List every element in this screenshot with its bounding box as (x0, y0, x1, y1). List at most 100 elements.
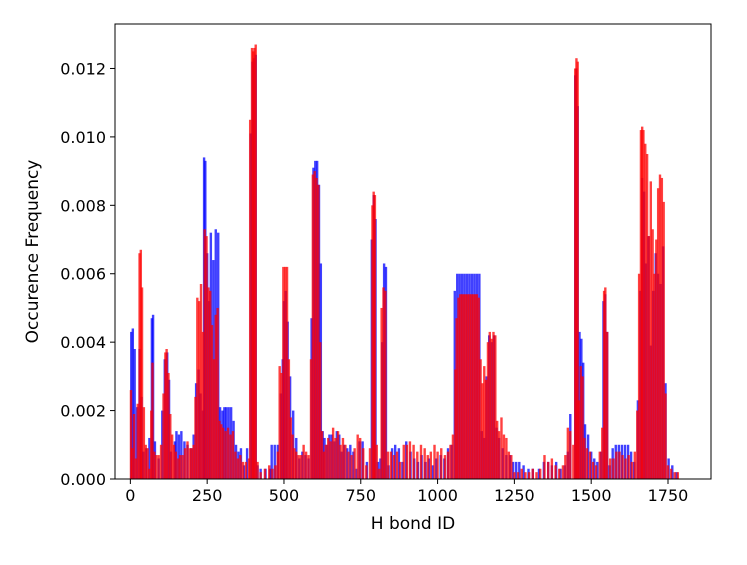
bar-series-1-121 (389, 451, 393, 479)
bar-series-0-59 (273, 444, 276, 479)
chart-marks (129, 44, 680, 480)
bar-series-1-73 (280, 372, 283, 479)
bar-series-1-89 (313, 171, 316, 480)
bar-series-1-208 (618, 451, 621, 479)
bar-series-1-187 (569, 431, 572, 479)
bar-series-1-228 (660, 177, 664, 479)
x-axis-label: H bond ID (371, 514, 455, 534)
bar-series-1-112 (371, 205, 374, 479)
bar-series-0-91 (352, 451, 355, 479)
bar-series-0-145 (515, 461, 518, 479)
bar-series-1-19 (164, 352, 167, 479)
bar-series-1-80 (293, 448, 296, 479)
bar-series-0-197 (671, 465, 674, 479)
bar-series-1-5 (138, 253, 141, 479)
bar-series-1-11 (148, 468, 151, 479)
bar-series-0-82 (328, 434, 331, 479)
bar-series-1-79 (291, 434, 294, 479)
bar-series-1-134 (433, 444, 436, 479)
x-tick-label: 500 (269, 486, 300, 505)
bar-series-1-119 (384, 290, 387, 479)
bar-series-1-32 (190, 448, 193, 479)
bar-series-1-101 (339, 444, 342, 479)
bar-series-1-22 (169, 414, 172, 479)
y-axis-ticks: 0.000 0.002 0.004 0.006 0.008 0.010 0.012 (60, 59, 115, 489)
bar-series-1-47 (218, 420, 221, 479)
bar-series-1-169 (507, 451, 511, 479)
bar-series-0-70 (301, 451, 304, 479)
bar-series-1-39 (203, 229, 206, 479)
bar-series-1-137 (443, 455, 447, 479)
y-axis-label: Occurence Frequency (23, 160, 43, 344)
bar-series-1-67 (263, 468, 267, 479)
bar-series-1-221 (647, 236, 651, 479)
bar-series-1-43 (210, 325, 214, 479)
bar-series-1-105 (350, 455, 353, 479)
bar-series-1-215 (637, 273, 641, 479)
bar-series-1-58 (244, 461, 248, 479)
bar-series-1-150 (470, 294, 473, 479)
bar-series-1-149 (468, 294, 471, 479)
bar-series-1-104 (347, 451, 350, 479)
y-tick-label: 0.012 (60, 59, 106, 78)
bar-series-1-133 (429, 451, 433, 479)
bar-series-1-165 (497, 431, 501, 479)
bar-series-1-86 (307, 455, 310, 479)
bar-series-0-198 (675, 472, 678, 479)
bar-series-1-214 (636, 410, 639, 479)
bar-series-0-143 (508, 455, 512, 479)
bar-series-1-63 (253, 47, 256, 479)
bar-series-1-129 (416, 451, 419, 479)
bar-series-1-125 (402, 444, 405, 479)
bar-series-1-170 (510, 455, 513, 479)
bar-series-1-148 (466, 294, 469, 479)
bar-series-1-59 (247, 458, 251, 479)
bar-series-1-50 (224, 431, 227, 479)
bar-series-1-13 (151, 362, 154, 479)
bar-series-1-146 (462, 294, 466, 479)
bar-series-1-145 (460, 294, 464, 479)
bar-series-1-33 (192, 444, 195, 479)
bar-series-1-64 (254, 44, 257, 479)
bar-series-0-155 (559, 468, 562, 479)
bar-series-1-216 (639, 130, 643, 480)
bar-series-1-118 (382, 287, 385, 479)
bar-series-1-168 (505, 437, 508, 479)
bar-series-1-152 (473, 294, 477, 479)
bar-series-1-132 (426, 455, 429, 479)
bar-series-1-222 (649, 181, 652, 479)
bar-series-1-55 (236, 458, 240, 479)
bar-series-1-68 (268, 465, 271, 479)
bar-series-1-135 (436, 451, 439, 479)
bar-series-1-115 (375, 444, 378, 479)
bar-series-1-20 (165, 349, 168, 479)
bar-series-1-176 (531, 468, 535, 479)
bar-series-0-81 (325, 444, 329, 479)
bar-series-0-13 (161, 410, 164, 479)
bar-series-1-57 (241, 461, 244, 479)
x-tick-label: 1000 (417, 486, 458, 505)
bar-series-1-120 (386, 451, 390, 479)
bar-series-1-94 (322, 451, 326, 479)
bar-series-1-210 (624, 458, 627, 479)
bar-series-1-199 (594, 465, 598, 479)
bar-series-1-172 (516, 472, 520, 479)
bar-series-1-200 (598, 451, 601, 479)
bar-series-1-72 (278, 366, 281, 479)
bar-series-1-142 (455, 318, 458, 479)
bar-series-1-96 (327, 437, 330, 479)
bar-series-0-20 (177, 434, 181, 479)
bar-series-1-35 (196, 297, 199, 479)
bar-series-1-99 (334, 437, 337, 479)
bar-series-1-232 (669, 468, 673, 479)
bar-series-1-116 (378, 468, 381, 479)
bar-series-1-114 (373, 195, 377, 480)
bar-series-1-12 (150, 410, 153, 479)
x-tick-label: 750 (345, 486, 376, 505)
bar-series-1-123 (395, 451, 399, 479)
bar-series-1-226 (656, 188, 660, 479)
bar-series-0-8 (148, 437, 151, 479)
bar-series-0-116 (431, 465, 434, 479)
x-tick-label: 1500 (571, 486, 612, 505)
bar-series-1-95 (324, 444, 327, 479)
